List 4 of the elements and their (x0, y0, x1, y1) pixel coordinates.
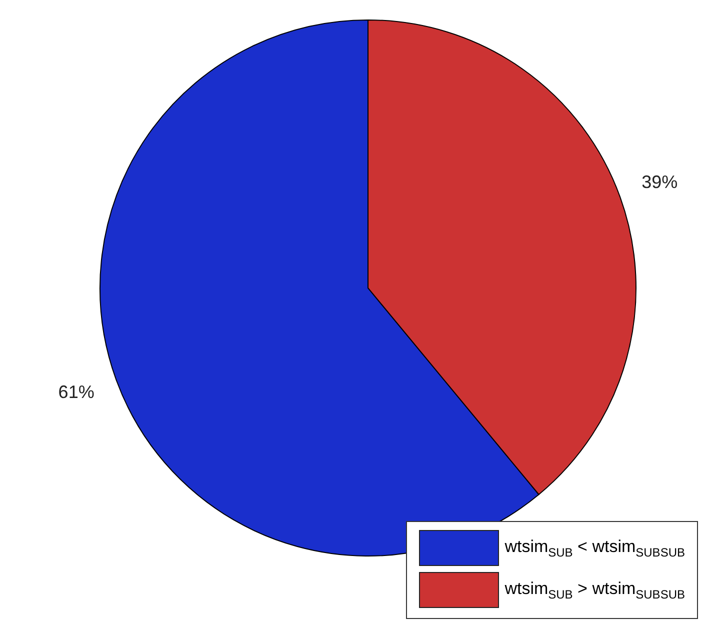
data-label: 39% (642, 172, 678, 192)
data-label: 61% (58, 382, 94, 402)
legend-label: wtsim$_{SUB}$ > wtsim$_{SUBSUB}$ (504, 578, 685, 602)
legend-label: wtsim$_{SUB}$ < wtsim$_{SUBSUB}$ (504, 536, 685, 560)
